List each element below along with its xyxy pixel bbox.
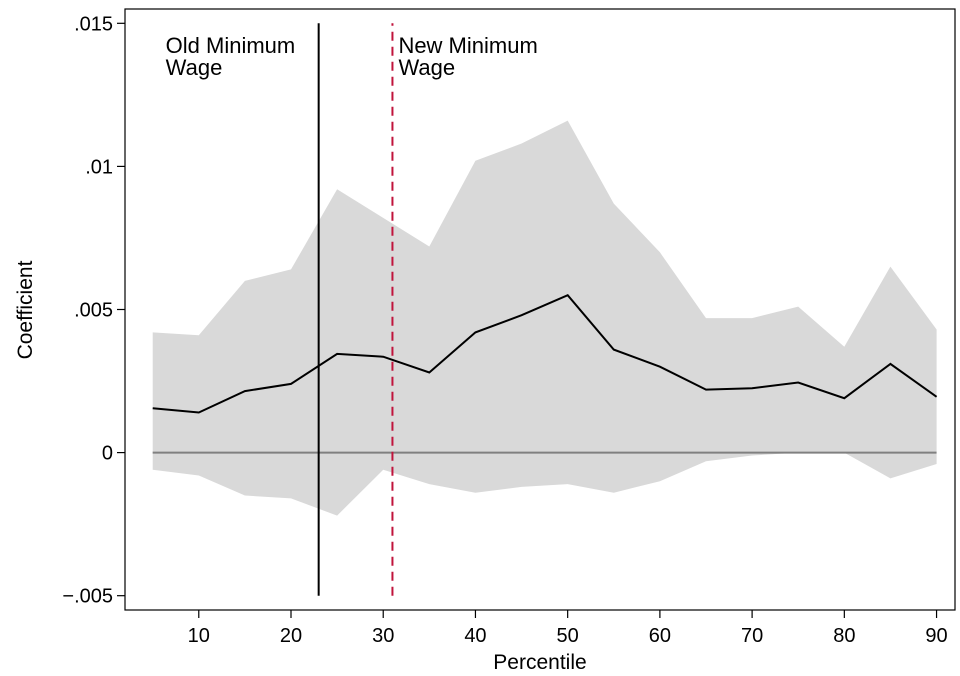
coefficient-line: [152, 293, 938, 414]
x-tick-label: 70: [741, 625, 763, 647]
x-tick-label: 50: [557, 625, 579, 647]
x-tick-label: 80: [833, 625, 855, 647]
y-tick-label: 0: [102, 443, 113, 465]
y-tick-label: .015: [74, 13, 113, 35]
x-tick-label: 60: [649, 625, 671, 647]
old-minimum-wage-label-line: Old Minimum: [166, 33, 296, 58]
confidence-band: [152, 120, 937, 516]
new-minimum-wage-label-line: Wage: [398, 55, 455, 80]
old-minimum-wage-label: Old Minimum Wage: [166, 33, 296, 80]
x-tick-label: 90: [925, 625, 947, 647]
x-tick-label: 30: [372, 625, 394, 647]
annotation-lines: [317, 23, 394, 596]
y-tick-label: .005: [74, 300, 113, 322]
x-axis-title: Percentile: [493, 651, 586, 674]
y-tick-label: −.005: [62, 586, 113, 608]
new-minimum-wage-label-line: New Minimum: [398, 33, 537, 58]
old-minimum-wage-label-line: Wage: [166, 55, 223, 80]
x-tick-label: 40: [464, 625, 486, 647]
x-axis: 10 20 30 40 50 60 70 80 90: [188, 610, 948, 647]
y-axis-title: Coefficient: [14, 260, 37, 359]
y-axis: −.005 0 .005 .01 .015: [62, 13, 125, 608]
y-tick-label: .01: [85, 156, 113, 178]
x-tick-label: 10: [188, 625, 210, 647]
new-minimum-wage-label: New Minimum Wage: [398, 33, 537, 80]
x-tick-label: 20: [280, 625, 302, 647]
